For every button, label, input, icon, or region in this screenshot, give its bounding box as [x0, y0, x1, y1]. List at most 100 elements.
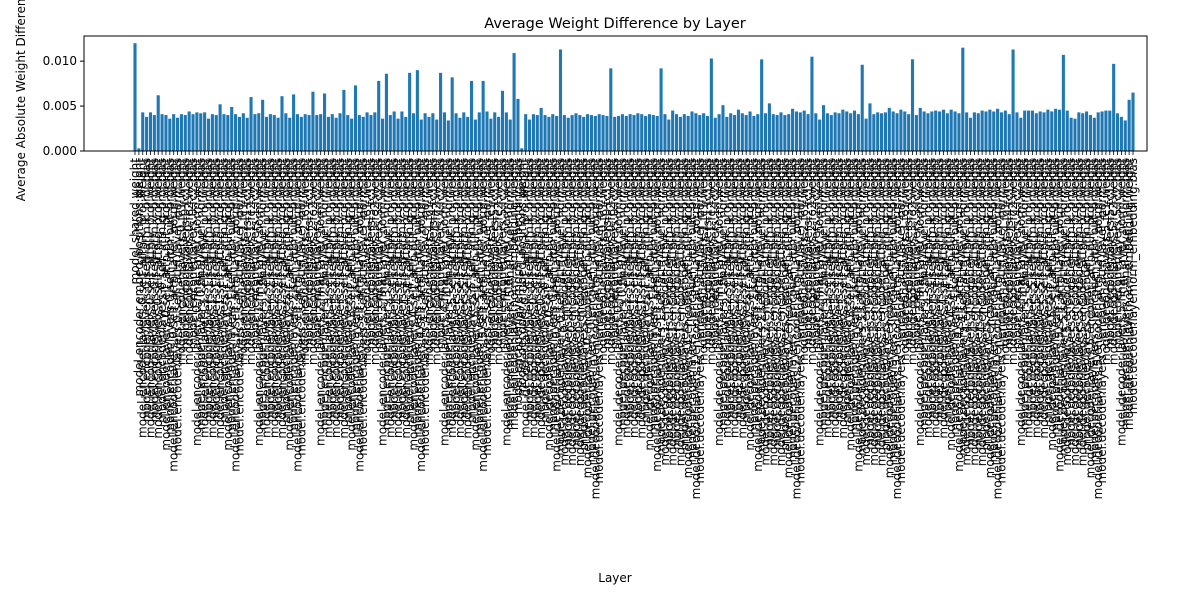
x-tick-label: model.encoder.layers.0.self_attn_layer_n…	[167, 158, 181, 472]
x-tick-label: model.encoder.layers.1.final_layer_norm.…	[256, 158, 270, 430]
x-tick-label: model.encoder.layers.4.fc2.bias	[434, 158, 448, 349]
bar	[295, 114, 300, 151]
x-tick-label: model.encoder.layers.2.self_attn.out_pro…	[287, 158, 301, 435]
x-tick-label: model.encoder.layers.2.self_attn.k_proj.…	[260, 158, 274, 438]
bar	[849, 113, 853, 151]
bar	[841, 109, 845, 151]
bar	[589, 115, 593, 151]
x-tick-label: model.encoder.layers.5.fc2.bias	[495, 158, 509, 349]
bar	[133, 43, 137, 151]
bar	[1027, 110, 1031, 151]
bar	[1100, 111, 1104, 151]
x-tick-label: model.decoder.layers.1.encoder_attn_laye…	[693, 158, 707, 483]
bar	[729, 113, 733, 151]
x-tick-label: model.decoder.layers.2.encoder_attn.v_pr…	[766, 158, 780, 466]
x-tick-label: model.decoder.layers.0.self_attn_layer_n…	[550, 158, 564, 472]
x-tick-label: model.decoder.layers.1.encoder_attn.out_…	[685, 158, 699, 462]
x-tick-label: model.decoder.layers.1.self_attn.out_pro…	[646, 158, 660, 435]
x-tick-label: model.encoder.layers.3.self_attn.q_proj.…	[337, 158, 351, 439]
bar	[446, 120, 450, 151]
bar	[961, 47, 965, 151]
x-tick-label: model.decoder.layers.4.encoder_attn.v_pr…	[967, 158, 981, 466]
x-tick-label: model.decoder.layers.5.self_attn.k_proj.…	[1022, 158, 1036, 438]
x-tick-label: model.encoder.layers.4.final_layer_norm.…	[437, 158, 451, 446]
bar	[535, 115, 539, 151]
bar	[1104, 110, 1108, 151]
bar	[342, 89, 346, 151]
bar	[423, 113, 427, 151]
x-tick-label: model.decoder.layers.0.encoder_attn_laye…	[592, 158, 606, 483]
x-tick-label: model.encoder.layers.4.fc1.bias	[426, 158, 440, 349]
x-tick-label: model.decoder.layers.2.encoder_attn.q_pr…	[774, 158, 788, 467]
bar	[249, 97, 253, 151]
bar	[512, 53, 516, 151]
bar	[609, 68, 613, 151]
bar	[408, 72, 412, 151]
x-tick-label: model.decoder.layers.5.self_attn.out_pro…	[1049, 158, 1063, 435]
x-tick-label: model.encoder.layers.0.self_attn.k_proj.…	[140, 158, 154, 422]
bar	[953, 111, 957, 151]
x-tick-label: model.decoder.layers.4.encoder_attn.k_pr…	[964, 158, 978, 450]
bar	[435, 119, 439, 151]
bar	[520, 148, 524, 151]
bar	[926, 113, 930, 151]
bar	[411, 113, 416, 151]
bar	[176, 117, 180, 151]
bar	[651, 115, 655, 151]
bar	[322, 93, 327, 151]
bar	[338, 113, 342, 151]
bar	[377, 80, 381, 151]
bar	[1007, 114, 1011, 151]
x-tick-label: model.encoder.layers.2.self_attn_layer_n…	[294, 158, 308, 456]
x-tick-label: model.decoder.layers.3.encoder_attn.out_…	[886, 158, 900, 462]
x-tick-label: model.decoder.layers.5.encoder_attn.v_pr…	[1072, 158, 1086, 450]
bar	[702, 113, 706, 151]
x-tick-label: model.decoder.layers.0.encoder_attn.k_pr…	[557, 158, 571, 466]
x-tick-label: model.decoder.layers.3.encoder_attn.q_pr…	[875, 158, 889, 467]
x-tick-label: model.encoder.layers.1.self_attn_layer_n…	[232, 158, 246, 456]
x-tick-label: model.decoder.layers.3.self_attn.q_proj.…	[840, 158, 854, 423]
x-tick-label: model.decoder.layers.1.self_attn.out_pro…	[642, 158, 656, 451]
bar	[148, 112, 153, 151]
x-tick-label: model.decoder.layers.5.fc1.weight	[1099, 158, 1113, 365]
bar	[876, 112, 880, 151]
bar	[1127, 99, 1131, 151]
bar	[949, 109, 953, 151]
bar	[373, 112, 377, 151]
x-tick-label: model.encoder.layers.5.fc1.weight	[484, 158, 498, 365]
x-tick-label: model.encoder.layers.3.self_attn.v_proj.…	[329, 158, 343, 438]
bar	[415, 70, 419, 151]
x-tick-label: model.decoder.layers.3.encoder_attn.v_pr…	[867, 158, 881, 466]
bar	[756, 114, 760, 151]
x-tick-label: model.decoder.layers.3.self_attn.v_proj.…	[832, 158, 846, 422]
x-tick-label: model.encoder.layers.1.fc1.bias	[240, 158, 254, 349]
x-tick-label: model.encoder.layers.3.fc1.weight	[360, 158, 374, 365]
bar	[1081, 113, 1085, 151]
bar	[160, 114, 164, 151]
x-tick-label: model.decoder.layers.0.encoder_attn_laye…	[588, 158, 602, 500]
bar	[968, 117, 973, 151]
x-tick-label: model.encoder.layers.2.self_attn.v_proj.…	[271, 158, 285, 422]
x-tick-label: model.decoder.layers.5.self_attn_layer_n…	[1056, 158, 1070, 456]
x-tick-label: model.encoder.layers.3.self_attn.v_proj.…	[333, 158, 347, 422]
x-tick-label: model.decoder.layers.3.fc2.weight	[906, 158, 920, 365]
bar	[868, 103, 872, 151]
x-tick-label: model.decoder.layers.3.self_attn.k_proj.…	[824, 158, 838, 422]
x-tick-label: model.decoder.layers.2.self_attn.out_pro…	[743, 158, 757, 451]
x-tick-label: model.encoder.layers.5.self_attn_layer_n…	[480, 158, 494, 456]
x-tick-label: model.encoder.layers.1.self_attn.q_proj.…	[213, 158, 227, 439]
x-tick-label: model.decoder.layers.0.fc2.bias	[608, 158, 622, 349]
x-tick-label: model.decoder.layers.1.fc2.bias	[708, 158, 722, 349]
x-tick-label: model.encoder.layers.5.self_attn.k_proj.…	[449, 158, 463, 422]
y-tick-label: 0.005	[43, 99, 77, 113]
x-tick-label: model.encoder.layers.2.fc1.bias	[302, 158, 316, 349]
x-tick-label: model.encoder.layers.4.self_attn.k_proj.…	[383, 158, 397, 438]
x-tick-label: model.encoder.layers.5.self_attn_layer_n…	[476, 158, 490, 472]
bar	[292, 94, 296, 151]
x-tick-label: model.encoder.layers.3.final_layer_norm.…	[376, 158, 390, 446]
bar	[930, 111, 934, 151]
x-tick-label: model.encoder.layers.1.fc2.bias	[248, 158, 262, 349]
x-tick-label: model.encoder.layers.4.self_attn.q_proj.…	[399, 158, 413, 439]
bar	[698, 115, 702, 151]
bar	[663, 114, 667, 151]
